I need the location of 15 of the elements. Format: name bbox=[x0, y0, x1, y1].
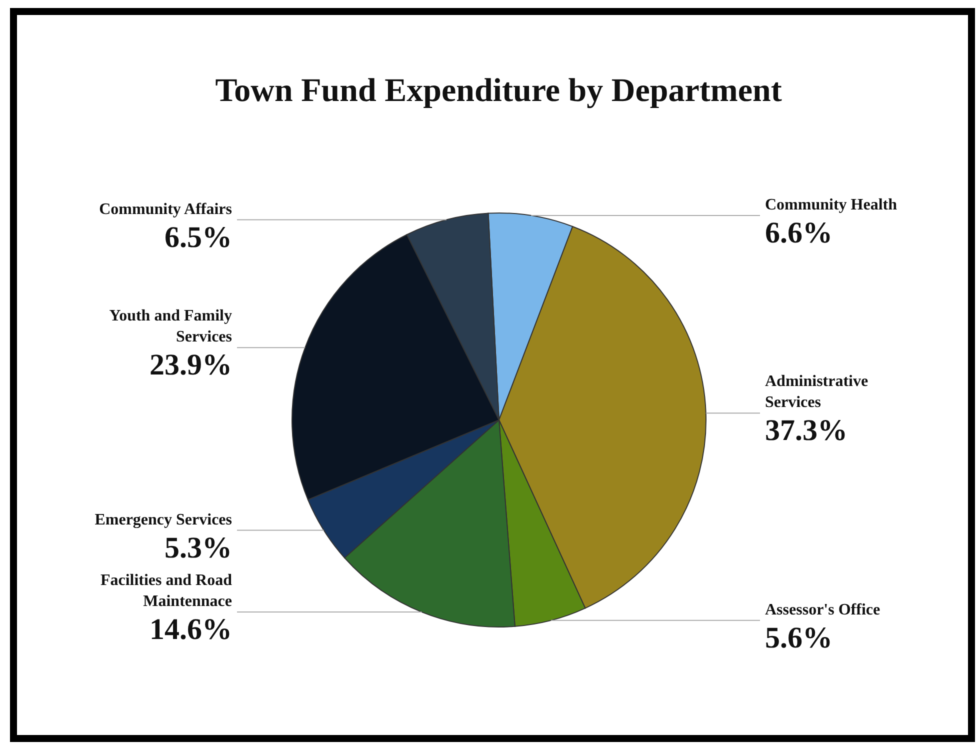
slice-label: Administrative Services bbox=[765, 373, 868, 412]
slice-label: Emergency Services bbox=[94, 511, 232, 528]
chart-title: Town Fund Expenditure by Department bbox=[215, 73, 782, 109]
data-label: 5.6% bbox=[765, 621, 832, 654]
data-label: 14.6% bbox=[150, 613, 232, 646]
slice-label: Community Health bbox=[765, 196, 898, 214]
slice-label: Community Affairs bbox=[99, 200, 232, 218]
slice-label: Facilities and Road Maintennace bbox=[100, 572, 232, 610]
data-label: 23.9% bbox=[150, 348, 232, 382]
slice-label: Assessor's Office bbox=[765, 601, 880, 618]
data-label: 6.5% bbox=[164, 220, 232, 254]
data-label: 6.6% bbox=[765, 216, 832, 250]
slice-label: Youth and Family Services bbox=[109, 308, 232, 346]
data-label: 5.3% bbox=[164, 531, 232, 564]
data-label: 37.3% bbox=[765, 414, 848, 448]
